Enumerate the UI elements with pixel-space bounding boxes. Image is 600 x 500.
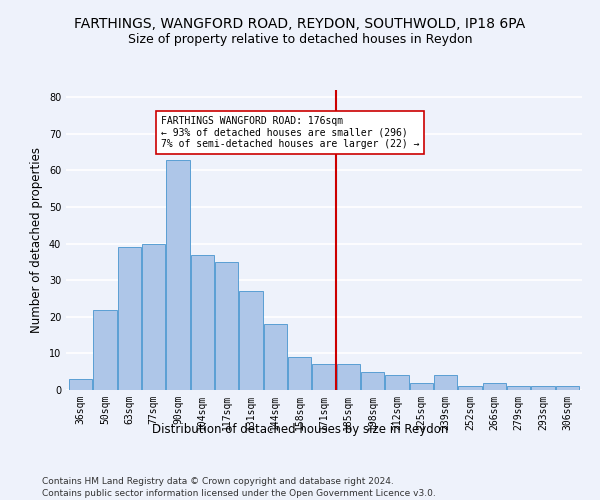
Bar (410, 382, 433, 390)
Bar (215, 262, 238, 390)
Text: Distribution of detached houses by size in Reydon: Distribution of detached houses by size … (152, 422, 448, 436)
Bar (483, 382, 506, 390)
Bar (313, 364, 335, 390)
Bar (166, 160, 190, 390)
Bar (507, 386, 530, 390)
Bar (118, 248, 141, 390)
Bar (94, 310, 116, 390)
Y-axis label: Number of detached properties: Number of detached properties (30, 147, 43, 333)
Bar (532, 386, 554, 390)
Bar (288, 357, 311, 390)
Bar (264, 324, 287, 390)
Text: Contains public sector information licensed under the Open Government Licence v3: Contains public sector information licen… (42, 489, 436, 498)
Text: FARTHINGS, WANGFORD ROAD, REYDON, SOUTHWOLD, IP18 6PA: FARTHINGS, WANGFORD ROAD, REYDON, SOUTHW… (74, 18, 526, 32)
Bar (337, 364, 360, 390)
Bar (434, 376, 457, 390)
Bar (458, 386, 482, 390)
Text: Contains HM Land Registry data © Crown copyright and database right 2024.: Contains HM Land Registry data © Crown c… (42, 478, 394, 486)
Bar (239, 291, 263, 390)
Bar (361, 372, 384, 390)
Bar (556, 386, 579, 390)
Bar (191, 254, 214, 390)
Bar (142, 244, 165, 390)
Text: Size of property relative to detached houses in Reydon: Size of property relative to detached ho… (128, 32, 472, 46)
Bar (385, 376, 409, 390)
Bar (69, 379, 92, 390)
Text: FARTHINGS WANGFORD ROAD: 176sqm
← 93% of detached houses are smaller (296)
7% of: FARTHINGS WANGFORD ROAD: 176sqm ← 93% of… (161, 116, 419, 149)
